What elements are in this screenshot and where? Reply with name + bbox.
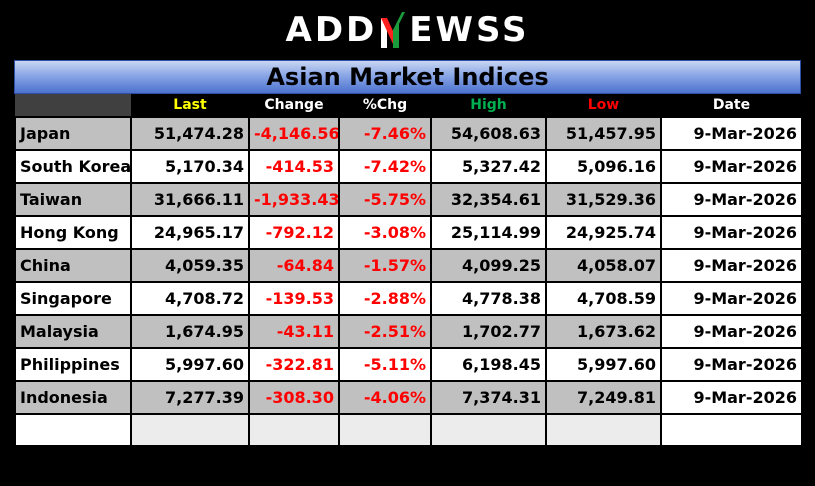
- table-title: Asian Market Indices: [266, 63, 549, 91]
- logo-text-post: EWSS: [409, 10, 530, 50]
- empty-cell: [338, 413, 432, 447]
- pct-change-value: -4.06%: [338, 380, 432, 415]
- last-value: 4,708.72: [130, 281, 250, 316]
- pct-change-value: -3.08%: [338, 215, 432, 250]
- high-value: 1,702.77: [430, 314, 547, 349]
- pct-change-value: -2.88%: [338, 281, 432, 316]
- logo-n-mark-icon: [381, 12, 406, 48]
- index-name: China: [14, 248, 132, 283]
- index-name: Indonesia: [14, 380, 132, 415]
- high-value: 4,778.38: [430, 281, 547, 316]
- index-name: Hong Kong: [14, 215, 132, 250]
- last-value: 4,059.35: [130, 248, 250, 283]
- market-indices-table: Last Change %Chg High Low Date Japan 51,…: [14, 94, 803, 447]
- change-value: -139.53: [248, 281, 340, 316]
- header-high: High: [431, 94, 546, 117]
- empty-cell: [248, 413, 340, 447]
- low-value: 1,673.62: [545, 314, 662, 349]
- low-value: 5,096.16: [545, 149, 662, 184]
- index-name: Philippines: [14, 347, 132, 382]
- date-value: 9-Mar-2026: [660, 116, 803, 151]
- pct-change-value: -7.42%: [338, 149, 432, 184]
- index-name: Singapore: [14, 281, 132, 316]
- table-row: Hong Kong 24,965.17 -792.12 -3.08% 25,11…: [14, 215, 803, 250]
- table-row: Singapore 4,708.72 -139.53 -2.88% 4,778.…: [14, 281, 803, 316]
- pct-change-value: -7.46%: [338, 116, 432, 151]
- low-value: 31,529.36: [545, 182, 662, 217]
- low-value: 4,708.59: [545, 281, 662, 316]
- low-value: 24,925.74: [545, 215, 662, 250]
- empty-cell: [545, 413, 662, 447]
- logo-text-pre: ADD: [285, 10, 378, 50]
- date-value: 9-Mar-2026: [660, 314, 803, 349]
- empty-cell: [14, 413, 132, 447]
- change-value: -43.11: [248, 314, 340, 349]
- table-row: Malaysia 1,674.95 -43.11 -2.51% 1,702.77…: [14, 314, 803, 349]
- table-title-bar: Asian Market Indices: [14, 60, 801, 94]
- header-low: Low: [546, 94, 661, 117]
- empty-cell: [660, 413, 803, 447]
- high-value: 54,608.63: [430, 116, 547, 151]
- change-value: -64.84: [248, 248, 340, 283]
- pct-change-value: -5.11%: [338, 347, 432, 382]
- header-blank-cell: [15, 94, 131, 117]
- low-value: 51,457.95: [545, 116, 662, 151]
- last-value: 5,170.34: [130, 149, 250, 184]
- last-value: 51,474.28: [130, 116, 250, 151]
- empty-cell: [130, 413, 250, 447]
- table-row: Japan 51,474.28 -4,146.56 -7.46% 54,608.…: [14, 116, 803, 151]
- last-value: 5,997.60: [130, 347, 250, 382]
- change-value: -322.81: [248, 347, 340, 382]
- index-name: South Korea: [14, 149, 132, 184]
- high-value: 25,114.99: [430, 215, 547, 250]
- table-row: Taiwan 31,666.11 -1,933.43 -5.75% 32,354…: [14, 182, 803, 217]
- change-value: -308.30: [248, 380, 340, 415]
- high-value: 32,354.61: [430, 182, 547, 217]
- table-row: Philippines 5,997.60 -322.81 -5.11% 6,19…: [14, 347, 803, 382]
- high-value: 7,374.31: [430, 380, 547, 415]
- date-value: 9-Mar-2026: [660, 149, 803, 184]
- high-value: 6,198.45: [430, 347, 547, 382]
- change-value: -792.12: [248, 215, 340, 250]
- header-date: Date: [661, 94, 802, 117]
- last-value: 31,666.11: [130, 182, 250, 217]
- table-row: South Korea 5,170.34 -414.53 -7.42% 5,32…: [14, 149, 803, 184]
- low-value: 7,249.81: [545, 380, 662, 415]
- change-value: -1,933.43: [248, 182, 340, 217]
- table-row: Indonesia 7,277.39 -308.30 -4.06% 7,374.…: [14, 380, 803, 415]
- date-value: 9-Mar-2026: [660, 347, 803, 382]
- last-value: 7,277.39: [130, 380, 250, 415]
- header-pct-change: %Chg: [339, 94, 431, 117]
- empty-table-row: [14, 413, 803, 447]
- high-value: 4,099.25: [430, 248, 547, 283]
- date-value: 9-Mar-2026: [660, 182, 803, 217]
- header-row: Last Change %Chg High Low Date: [15, 94, 802, 117]
- pct-change-value: -2.51%: [338, 314, 432, 349]
- date-value: 9-Mar-2026: [660, 281, 803, 316]
- pct-change-value: -1.57%: [338, 248, 432, 283]
- addnewss-logo: ADD EWSS: [0, 0, 815, 60]
- last-value: 1,674.95: [130, 314, 250, 349]
- date-value: 9-Mar-2026: [660, 380, 803, 415]
- change-value: -4,146.56: [248, 116, 340, 151]
- pct-change-value: -5.75%: [338, 182, 432, 217]
- change-value: -414.53: [248, 149, 340, 184]
- low-value: 5,997.60: [545, 347, 662, 382]
- header-last: Last: [131, 94, 249, 117]
- high-value: 5,327.42: [430, 149, 547, 184]
- index-name: Taiwan: [14, 182, 132, 217]
- empty-cell: [430, 413, 547, 447]
- header-change: Change: [249, 94, 339, 117]
- date-value: 9-Mar-2026: [660, 215, 803, 250]
- last-value: 24,965.17: [130, 215, 250, 250]
- index-name: Malaysia: [14, 314, 132, 349]
- index-name: Japan: [14, 116, 132, 151]
- date-value: 9-Mar-2026: [660, 248, 803, 283]
- low-value: 4,058.07: [545, 248, 662, 283]
- table-row: China 4,059.35 -64.84 -1.57% 4,099.25 4,…: [14, 248, 803, 283]
